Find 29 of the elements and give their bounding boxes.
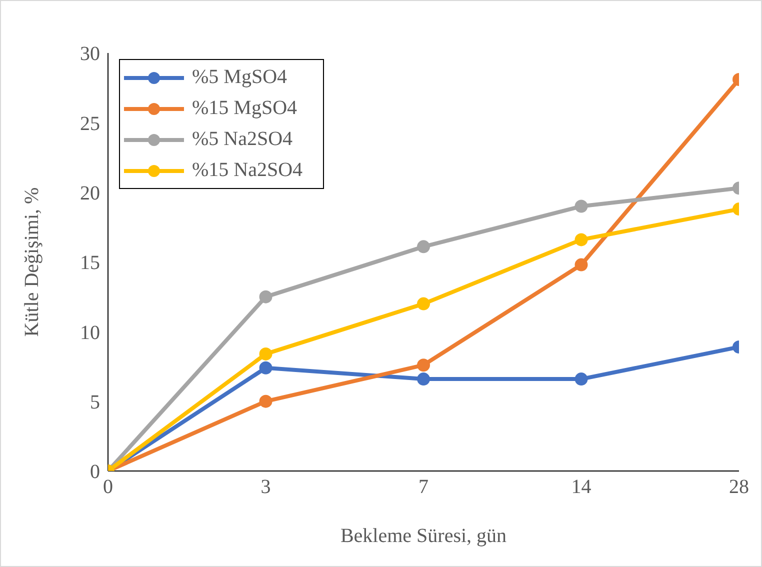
y-tick-label: 30 bbox=[80, 43, 100, 66]
x-tick-label: 3 bbox=[260, 476, 271, 498]
legend-label: %5 Na2SO4 bbox=[192, 128, 293, 151]
point bbox=[417, 372, 430, 386]
x-tick-label: 28 bbox=[729, 476, 749, 498]
x-axis-title: Bekleme Süresi, gün bbox=[340, 525, 507, 547]
point bbox=[259, 361, 272, 374]
x-tick-label: 14 bbox=[571, 476, 592, 498]
point bbox=[259, 347, 272, 360]
point bbox=[417, 358, 430, 372]
y-axis-title: Kütle Değişimi, % bbox=[21, 187, 44, 337]
x-tick-label: 7 bbox=[418, 476, 428, 498]
point bbox=[574, 233, 588, 246]
y-tick-label: 10 bbox=[80, 322, 100, 344]
legend-label: %15 MgSO4 bbox=[192, 97, 298, 120]
y-tick-label: 25 bbox=[80, 112, 100, 135]
y-tick-label: 0 bbox=[90, 461, 100, 484]
point bbox=[259, 290, 272, 304]
point bbox=[574, 258, 588, 272]
y-tick-label: 20 bbox=[80, 182, 100, 204]
point bbox=[417, 297, 430, 310]
point bbox=[259, 394, 272, 408]
legend-label: %15 Na2SO4 bbox=[192, 159, 303, 182]
legend-label: %5 MgSO4 bbox=[192, 66, 288, 89]
y-tick-label: 5 bbox=[90, 391, 100, 414]
point bbox=[574, 372, 588, 386]
point bbox=[417, 240, 430, 254]
point bbox=[574, 200, 588, 213]
y-tick-label: 15 bbox=[80, 252, 100, 274]
